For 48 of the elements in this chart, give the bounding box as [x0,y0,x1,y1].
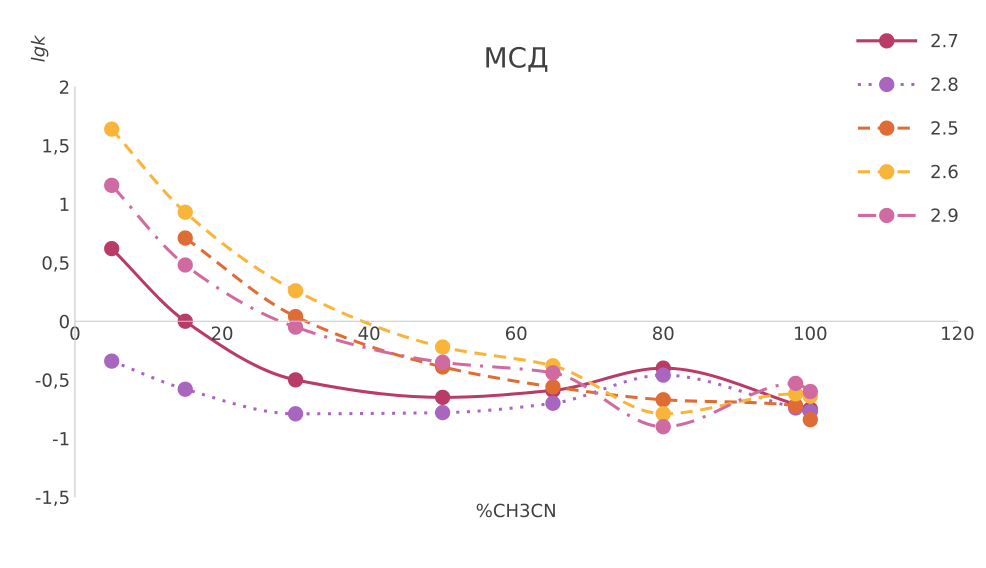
point [434,390,450,406]
x-axis-title: %CH3CN [476,504,555,518]
y-tick-label: 0 [60,314,69,328]
x-tick-label: 20 [212,326,232,340]
x-tick-label: 60 [506,326,526,340]
point [545,365,561,380]
y-tick-label: 1,5 [43,139,68,154]
point [178,204,193,220]
legend-label: 2.7 [931,34,958,48]
point [288,406,304,422]
y-tick-label: -1 [52,432,68,446]
chart-title: МСД [486,46,548,72]
legend-label: 2.8 [931,77,958,92]
legend-label: 2.9 [931,208,958,222]
point [656,419,671,434]
point [656,406,671,422]
y-tick-label: -1,5 [36,490,68,506]
y-tick-label: 0,5 [42,256,68,272]
legend-label: 2.6 [931,164,958,178]
y-tick-label: 1 [60,198,68,211]
point [288,283,304,298]
point [178,257,193,273]
x-tick-label: 40 [358,326,380,340]
x-tick-label: 120 [942,326,974,340]
point [656,392,671,408]
point [104,353,120,369]
point [434,405,450,420]
legend-label: 2.5 [931,121,958,135]
point [288,372,304,388]
point [788,376,804,391]
point [104,178,120,193]
point [656,368,671,383]
point [802,384,818,400]
point [104,240,120,256]
point [545,379,561,394]
point [434,354,450,370]
y-tick-label: 2 [60,80,68,94]
point [288,319,304,335]
x-tick-label: 100 [795,326,826,340]
point [434,339,450,355]
y-axis-title: lgk [30,34,48,62]
point [545,396,561,411]
y-tick-label: -0,5 [36,373,68,389]
point [178,230,193,246]
point [104,121,120,137]
point [802,412,818,428]
point [178,382,193,397]
x-tick-label: 80 [652,326,674,340]
